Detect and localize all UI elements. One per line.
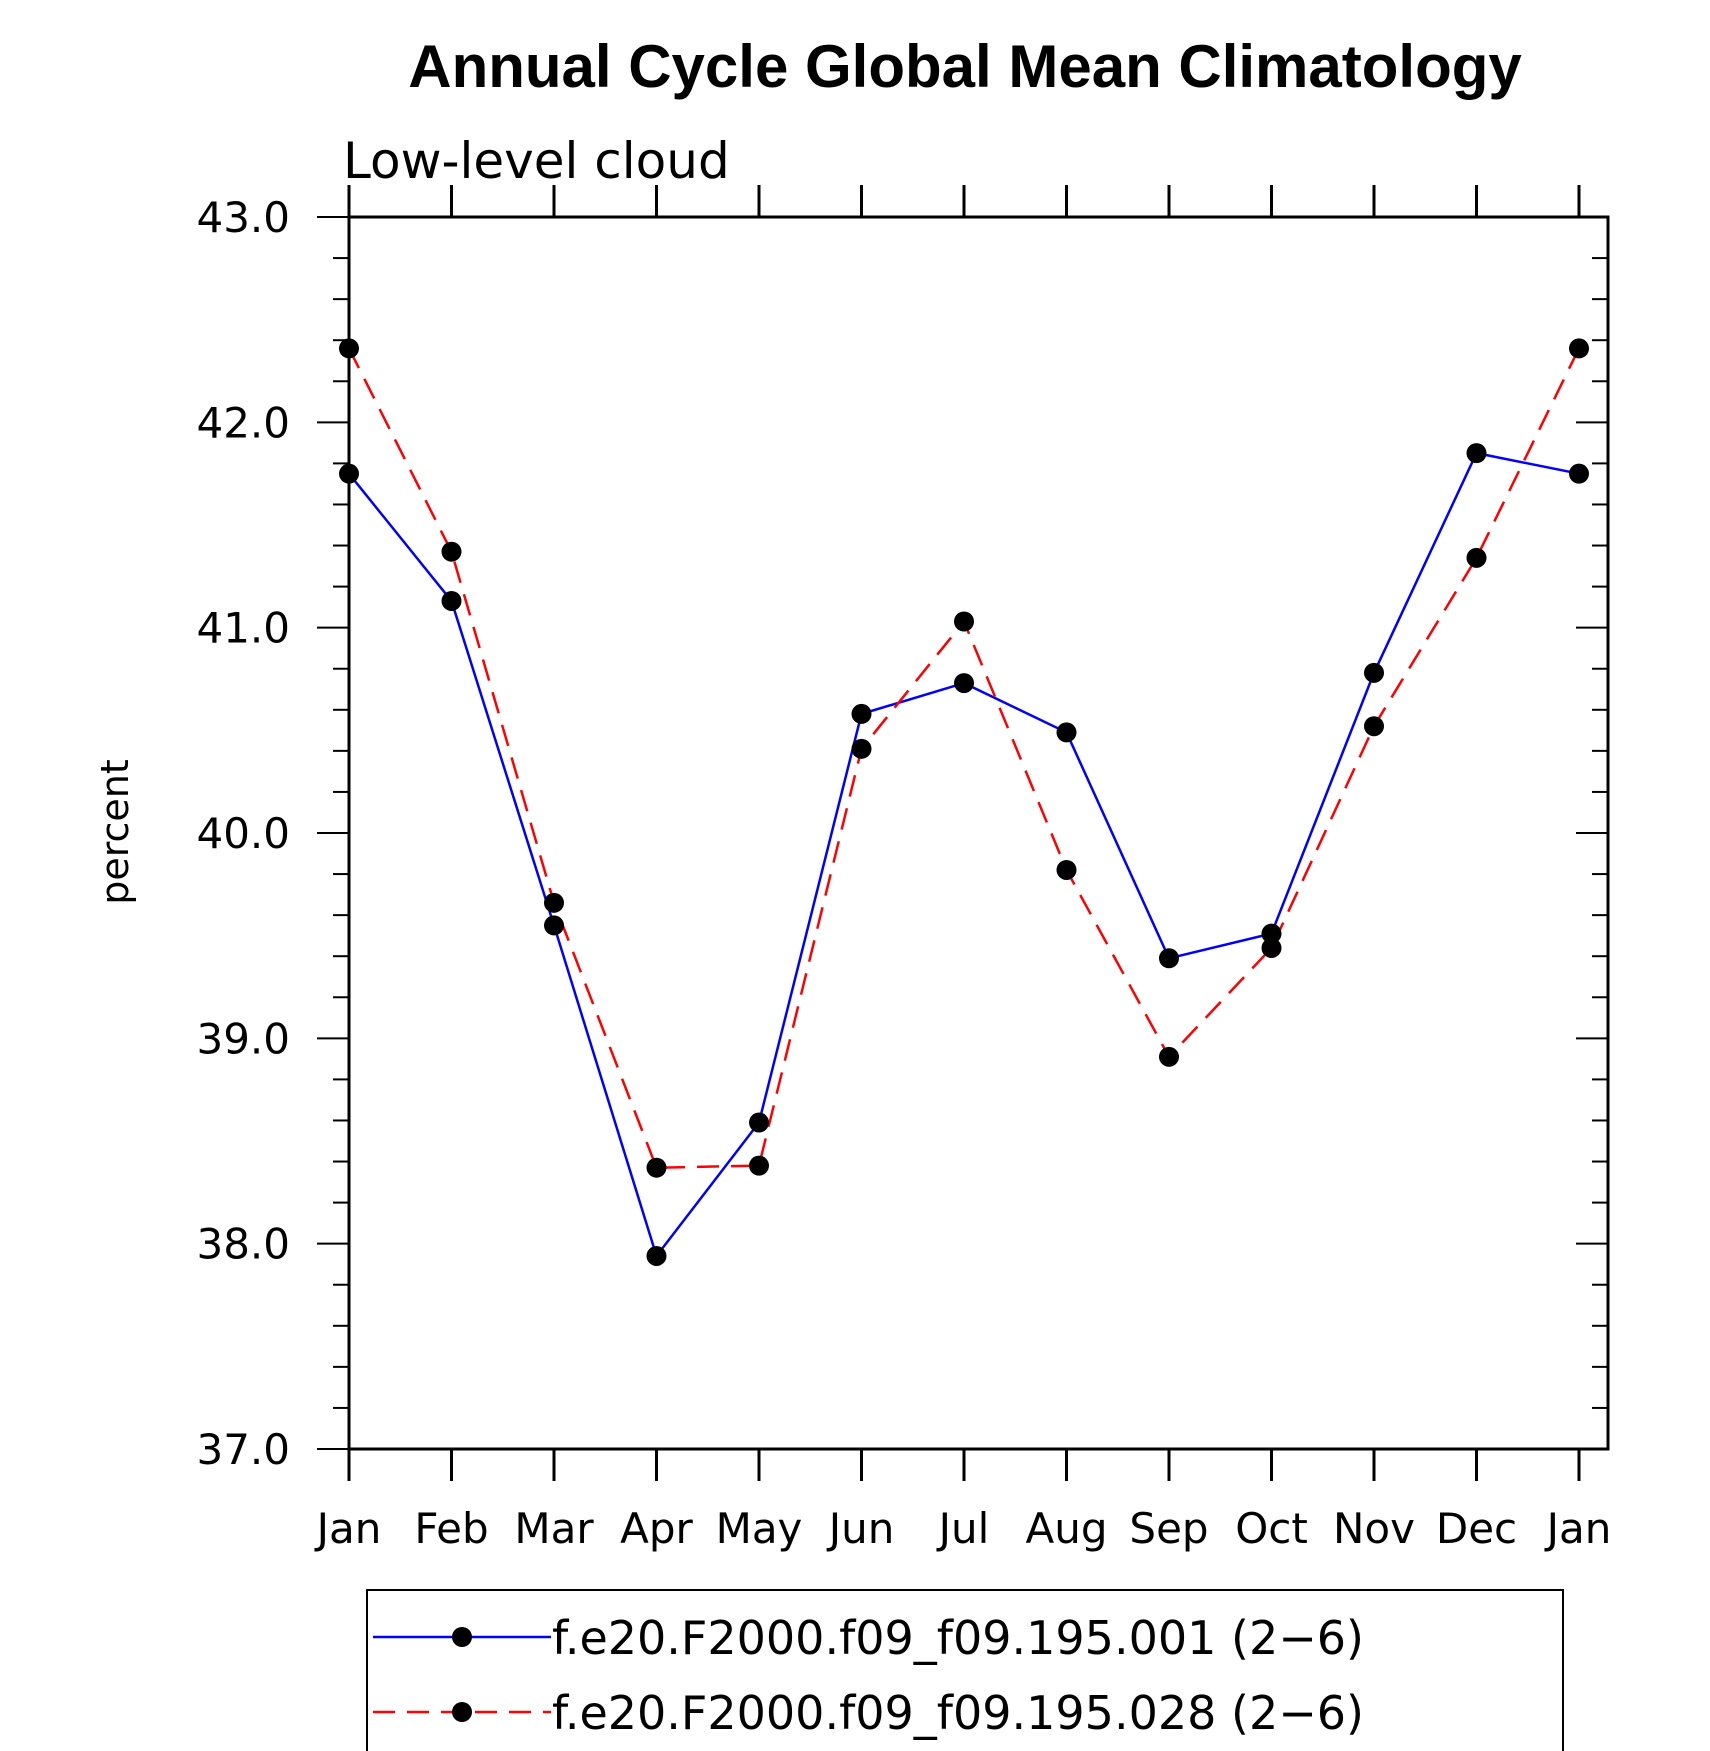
- y-tick-label: 43.0: [196, 193, 290, 242]
- series-2-point: [1569, 338, 1589, 359]
- y-tick-label: 37.0: [196, 1425, 290, 1474]
- y-axis-label: percent: [93, 759, 137, 905]
- series-2-point: [544, 892, 564, 913]
- series-1-point: [441, 590, 462, 611]
- series-1-point: [1056, 722, 1077, 743]
- legend-label-2: f.e20.F2000.f09_f09.195.028 (2−6): [552, 1686, 1364, 1740]
- plot-frame: [347, 215, 1610, 1451]
- series-1-point: [339, 463, 359, 484]
- series-2-point: [954, 611, 974, 632]
- axis-ticks: [317, 185, 1608, 1481]
- y-tick-label: 41.0: [196, 604, 290, 653]
- x-tick-label: Apr: [620, 1504, 693, 1553]
- series-1-point: [851, 703, 872, 724]
- x-tick-label: Jan: [314, 1504, 382, 1553]
- legend-box: [366, 1589, 1564, 1751]
- series-2-point: [851, 738, 872, 759]
- series-layer: [339, 338, 1589, 1266]
- series-1-point: [1466, 443, 1487, 464]
- series-2-point: [1466, 547, 1487, 568]
- x-tick-label: Jul: [936, 1504, 990, 1553]
- series-1-point: [954, 673, 974, 694]
- series-1-point: [1159, 948, 1179, 969]
- x-tick-label: Oct: [1235, 1504, 1308, 1553]
- x-tick-label: Mar: [514, 1504, 594, 1553]
- x-tick-label: Feb: [414, 1504, 488, 1553]
- x-tick-label: Sep: [1129, 1504, 1208, 1553]
- chart-title: Annual Cycle Global Mean Climatology: [408, 33, 1522, 100]
- series-1-point: [646, 1245, 667, 1266]
- legend-label-1: f.e20.F2000.f09_f09.195.001 (2−6): [552, 1611, 1364, 1665]
- x-tick-label: Jan: [1544, 1504, 1612, 1553]
- series-2-point: [441, 541, 462, 562]
- x-tick-label: Jun: [826, 1504, 895, 1553]
- y-tick-label: 42.0: [196, 398, 290, 447]
- legend: f.e20.F2000.f09_f09.195.001 (2−6) f.e20.F…: [366, 1589, 1564, 1751]
- series-1-point: [1569, 463, 1589, 484]
- y-tick-labels: 37.0 38.0 39.0 40.0 41.0 42.0 43.0: [196, 193, 290, 1474]
- y-tick-label: 39.0: [196, 1014, 290, 1063]
- series-1-point: [749, 1112, 769, 1133]
- series-line-2: [347, 347, 1581, 1169]
- series-2-point: [1261, 937, 1282, 958]
- legend-marker-2: [452, 1702, 472, 1722]
- legend-items: f.e20.F2000.f09_f09.195.001 (2−6) f.e20.F…: [373, 1611, 1364, 1740]
- series-2-point: [339, 338, 359, 359]
- series-line-1: [348, 451, 1580, 1259]
- series-1-point: [1364, 662, 1384, 683]
- series-2-point: [749, 1155, 769, 1176]
- legend-marker-1: [452, 1627, 472, 1647]
- x-tick-label: Aug: [1025, 1504, 1107, 1553]
- series-1-point: [544, 915, 564, 936]
- y-tick-label: 40.0: [196, 809, 290, 858]
- series-2-point: [1159, 1046, 1179, 1067]
- y-tick-label: 38.0: [196, 1220, 290, 1269]
- x-tick-labels: Jan Feb Mar Apr May Jun Jul Aug Sep Oct Nov Dec Jan: [314, 1504, 1612, 1553]
- series-1-point: [1261, 923, 1282, 944]
- series-2-point: [1364, 716, 1384, 737]
- chart-subtitle: Low-level cloud: [343, 132, 730, 190]
- series-2-point: [646, 1157, 667, 1178]
- series-2-point: [1056, 859, 1077, 880]
- x-tick-label: Nov: [1333, 1504, 1415, 1553]
- x-tick-label: May: [716, 1504, 803, 1553]
- x-tick-label: Dec: [1436, 1504, 1517, 1553]
